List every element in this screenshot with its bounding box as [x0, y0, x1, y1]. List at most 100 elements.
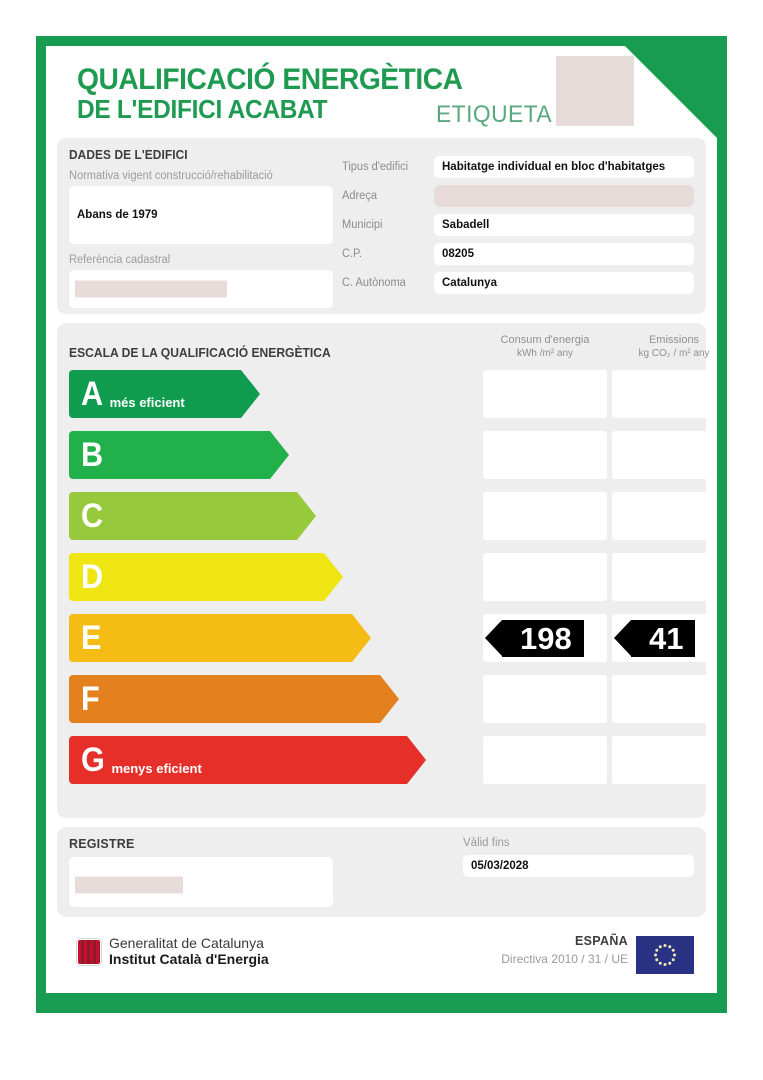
rating-bar-body-b: B: [69, 431, 289, 479]
normativa-label: Normativa vigent construcció/rehabilitac…: [69, 170, 273, 182]
rating-bar-body-d: D: [69, 553, 343, 601]
rating-bar-body-f: F: [69, 675, 399, 723]
rating-bar-body-e: E: [69, 614, 371, 662]
field-value-municipi[interactable]: Sabadell: [434, 214, 694, 236]
scale-row-b: B: [69, 431, 717, 487]
page-title-line2: DE L'EDIFICI ACABAT: [77, 94, 328, 124]
directiva-label: Directiva 2010 / 31 / UE: [501, 952, 628, 966]
value-cell-a-2: [612, 370, 717, 418]
rating-letter-f: F: [81, 680, 100, 718]
field-value-comunitat[interactable]: Catalunya: [434, 272, 694, 294]
label-green-frame: QUALIFICACIÓ ENERGÈTICA DE L'EDIFICI ACA…: [36, 36, 727, 1013]
energy-scale-header: ESCALA DE LA QUALIFICACIÓ ENERGÈTICA Con…: [69, 333, 710, 370]
rating-bar-b: B: [69, 431, 289, 479]
building-data-right-column: Tipus d'edifici Habitatge individual en …: [342, 156, 694, 301]
value-cell-b-1: [483, 431, 607, 479]
rating-bar-e: E: [69, 614, 371, 662]
senyera-icon: [77, 938, 101, 965]
column-header-emissions-title: Emissions: [648, 334, 700, 346]
registre-panel: REGISTRE Vàlid fins 05/03/2028: [57, 827, 706, 917]
scale-row-e: E 198 41: [69, 614, 717, 670]
value-cell-g-1: [483, 736, 607, 784]
column-header-consum-title: Consum d'energia: [500, 334, 590, 346]
scale-row-f: F: [69, 675, 717, 731]
generalitat-name: Generalitat de Catalunya: [109, 935, 264, 951]
field-row-municipi: Municipi Sabadell: [342, 214, 694, 236]
value-cell-c-2: [612, 492, 717, 540]
value-cell-g-2: [612, 736, 717, 784]
field-label-adreca: Adreça: [342, 190, 377, 202]
normativa-value-field[interactable]: Abans de 1979: [69, 186, 333, 244]
adreca-redaction: [434, 185, 694, 207]
field-label-comunitat: C. Autònoma: [342, 277, 406, 289]
label-footer: Generalitat de Catalunya Institut Català…: [57, 926, 706, 984]
valid-until-value[interactable]: 05/03/2028: [463, 855, 694, 877]
field-value-adreca[interactable]: [434, 185, 694, 207]
energy-scale-title: ESCALA DE LA QUALIFICACIÓ ENERGÈTICA: [69, 345, 331, 360]
value-badge-consum: 198: [485, 620, 584, 657]
valid-until-label: Vàlid fins: [463, 837, 510, 849]
value-cell-f-2: [612, 675, 717, 723]
page-title-line1: QUALIFICACIÓ ENERGÈTICA: [77, 63, 463, 96]
etiqueta-label: ETIQUETA: [436, 101, 553, 128]
registre-title: REGISTRE: [69, 837, 135, 851]
rating-bar-f: F: [69, 675, 399, 723]
generalitat-logo: Generalitat de Catalunya Institut Català…: [77, 936, 269, 967]
rating-letter-d: D: [81, 558, 104, 596]
rating-letter-c: C: [81, 497, 104, 535]
field-value-tipus-edifici[interactable]: Habitatge individual en bloc d'habitatge…: [434, 156, 694, 178]
column-header-emissions-unit: kg CO₂ / m² any: [638, 348, 710, 359]
espana-block: ESPAÑA Directiva 2010 / 31 / UE: [501, 934, 628, 966]
most-efficient-label: més eficient: [109, 395, 185, 410]
column-header-consum: Consum d'energia kWh /m² any: [483, 333, 607, 361]
rating-letter-e: E: [81, 619, 102, 657]
rating-letter-g: G: [81, 741, 105, 779]
field-label-municipi: Municipi: [342, 219, 383, 231]
value-badge-emissions: 41: [613, 620, 696, 657]
cadastral-redaction: [75, 280, 227, 298]
field-label-cp: C.P.: [342, 248, 363, 260]
espana-label: ESPAÑA: [575, 934, 628, 948]
field-value-cp[interactable]: 08205: [434, 243, 694, 265]
rating-bar-c: C: [69, 492, 316, 540]
rating-bar-body-c: C: [69, 492, 316, 540]
registre-value-field[interactable]: [69, 857, 333, 907]
field-row-tipus-edifici: Tipus d'edifici Habitatge individual en …: [342, 156, 694, 178]
building-data-title: DADES DE L'EDIFICI: [69, 148, 188, 162]
title-block: QUALIFICACIÓ ENERGÈTICA DE L'EDIFICI ACA…: [77, 64, 487, 124]
registre-redaction: [75, 876, 183, 894]
field-row-adreca: Adreça: [342, 185, 694, 207]
column-header-emissions: Emissions kg CO₂ / m² any: [612, 333, 717, 361]
cadastral-value-field[interactable]: [69, 270, 333, 308]
value-cell-c-1: [483, 492, 607, 540]
eu-flag-icon: [636, 936, 694, 974]
field-row-comunitat: C. Autònoma Catalunya: [342, 272, 694, 294]
rating-letter-a: A: [81, 375, 104, 413]
icaen-name: Institut Català d'Energia: [109, 951, 269, 967]
label-header: QUALIFICACIÓ ENERGÈTICA DE L'EDIFICI ACA…: [46, 46, 717, 138]
value-cell-d-2: [612, 553, 717, 601]
building-data-panel: DADES DE L'EDIFICI Normativa vigent cons…: [57, 138, 706, 314]
rating-letter-b: B: [81, 436, 104, 474]
scale-row-d: D: [69, 553, 717, 609]
redacted-logo-box: [556, 56, 634, 126]
column-header-consum-unit: kWh /m² any: [516, 348, 574, 359]
field-row-cp: C.P. 08205: [342, 243, 694, 265]
cadastral-label: Referència cadastral: [69, 254, 171, 266]
building-data-left-column: Normativa vigent construcció/rehabilitac…: [69, 170, 333, 308]
value-cell-b-2: [612, 431, 717, 479]
rating-bar-d: D: [69, 553, 343, 601]
energy-scale-panel: ESCALA DE LA QUALIFICACIÓ ENERGÈTICA Con…: [57, 323, 717, 818]
field-label-tipus-edifici: Tipus d'edifici: [342, 161, 409, 173]
value-cell-f-1: [483, 675, 607, 723]
least-efficient-label: menys eficient: [111, 761, 202, 776]
label-inner-body: QUALIFICACIÓ ENERGÈTICA DE L'EDIFICI ACA…: [46, 46, 717, 993]
value-cell-a-1: [483, 370, 607, 418]
